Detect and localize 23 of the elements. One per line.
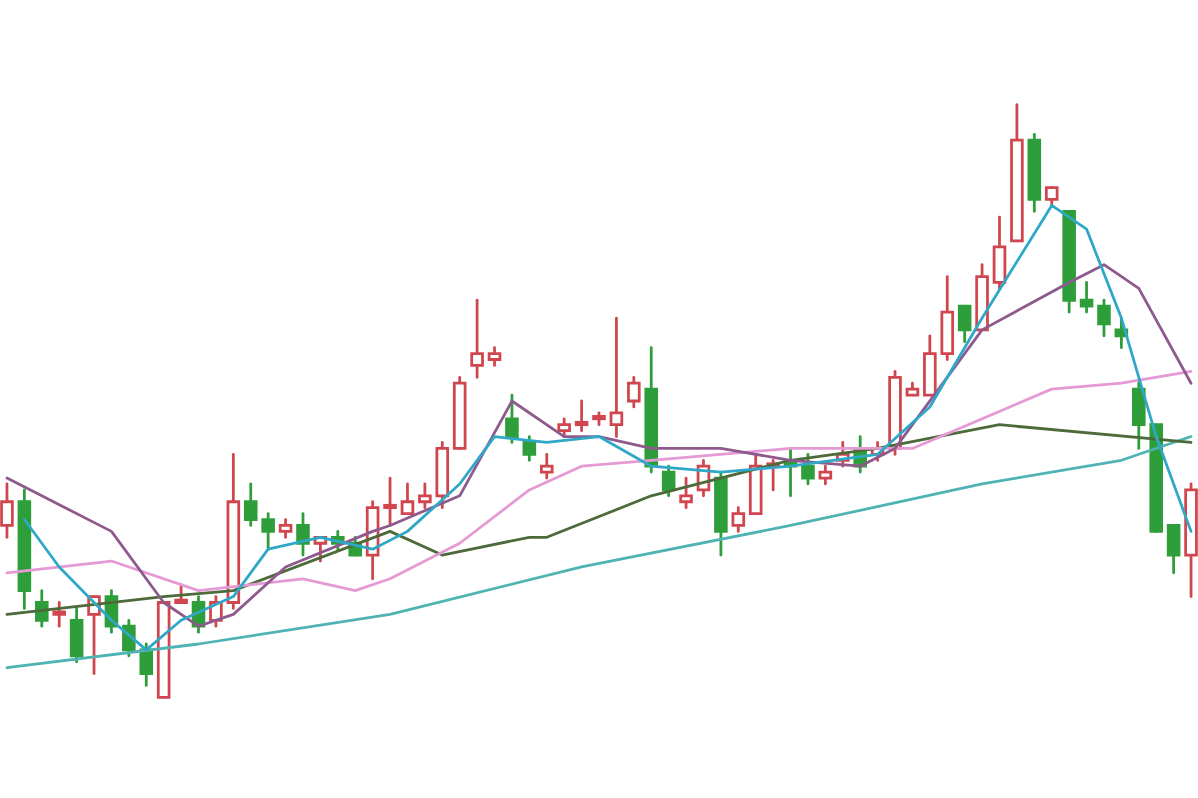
candlestick (52, 601, 66, 628)
candlestick (539, 452, 554, 480)
candlestick (609, 316, 624, 438)
candlestick (627, 375, 641, 409)
candlestick (748, 452, 763, 515)
candlestick (69, 607, 84, 664)
candlestick (296, 512, 310, 557)
candlestick (731, 506, 746, 533)
candlestick (383, 476, 397, 527)
candlestick (1166, 524, 1181, 575)
candlestick (505, 393, 519, 444)
candlestick (661, 464, 676, 498)
candlestick (400, 482, 415, 515)
candlestick (574, 399, 589, 433)
candlestick (957, 304, 972, 344)
candlestick (522, 435, 537, 462)
candlestick (470, 298, 484, 379)
candlestick (1097, 298, 1111, 338)
candlestick (679, 476, 693, 510)
candlestick (1079, 281, 1094, 314)
candlestick (0, 482, 14, 539)
candlestick (992, 215, 1007, 290)
candlestick (801, 452, 815, 486)
